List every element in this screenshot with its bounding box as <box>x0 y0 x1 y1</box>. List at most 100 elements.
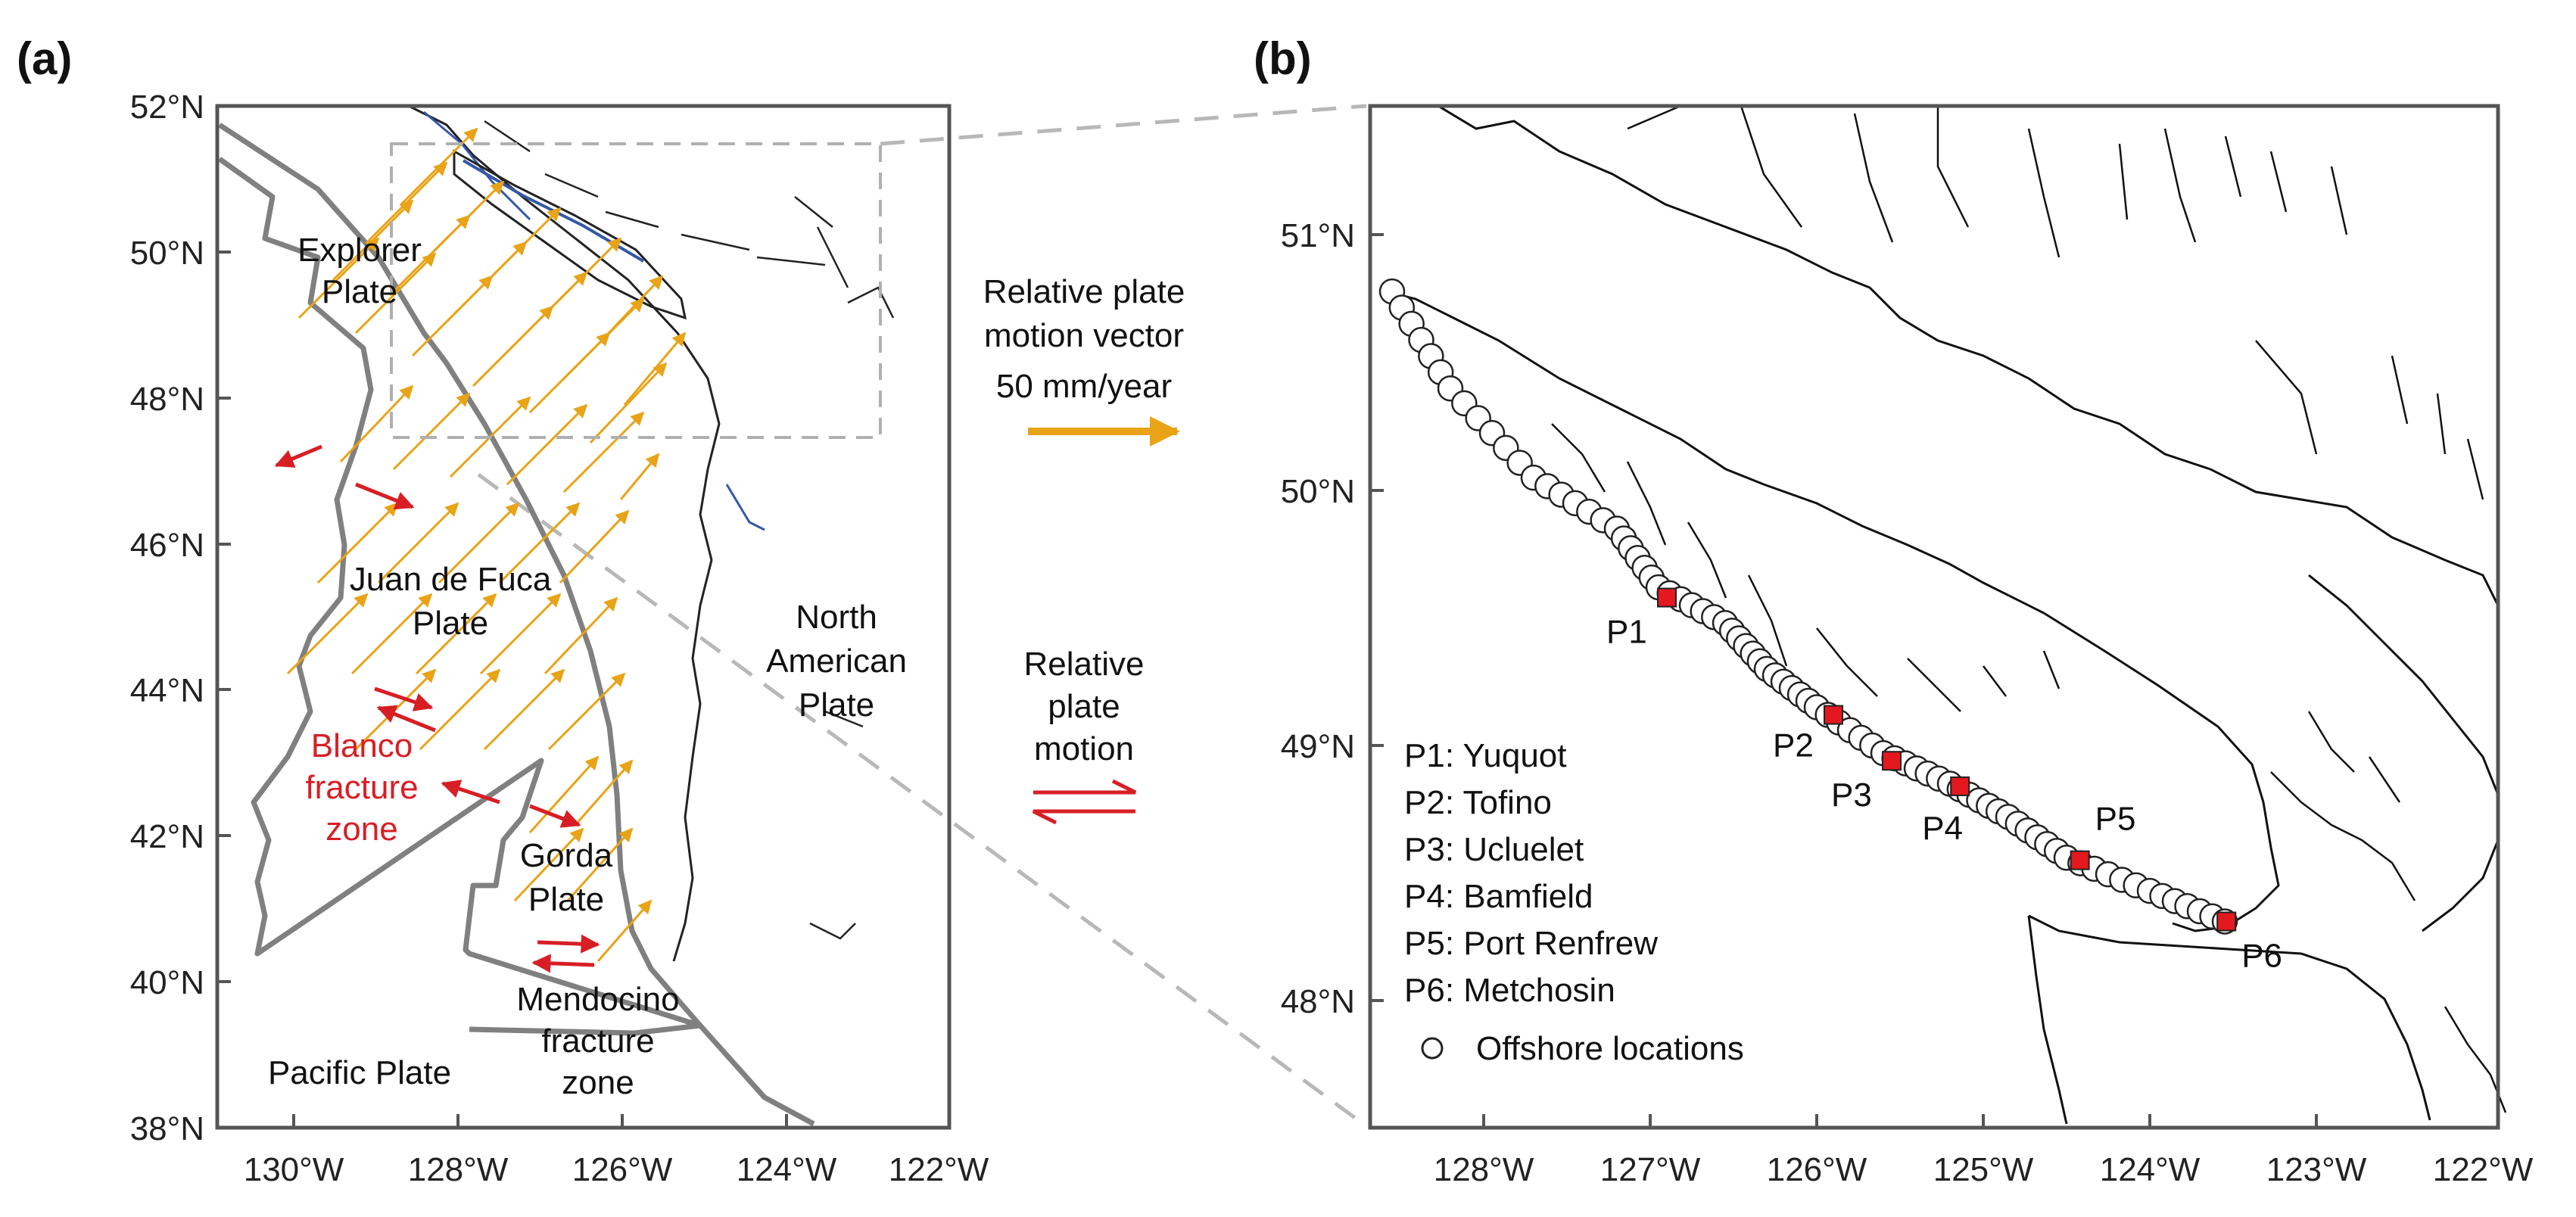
vector <box>438 502 520 584</box>
fracture-arrow <box>537 934 600 954</box>
subduction-zone <box>218 123 815 1127</box>
station-marker-p5 <box>2070 850 2090 870</box>
vancouver-island-north-coast <box>1385 290 2280 932</box>
legend-p2: P2: Tofino <box>1404 784 1552 821</box>
legend-p4: P4: Bamfield <box>1404 878 1593 915</box>
vector <box>623 331 687 406</box>
vector <box>350 593 433 675</box>
vector <box>506 403 588 486</box>
lon-tick-label: 130°W <box>244 1151 344 1188</box>
motion-title-2: plate <box>1048 688 1120 725</box>
label-mendocino-2: fracture <box>541 1022 654 1060</box>
station-label-p1: P1 <box>1606 614 1647 651</box>
lat-tick-label: 38°N <box>130 1110 204 1147</box>
fracture-arrow <box>274 444 322 468</box>
lon-tick-label: 124°W <box>2100 1151 2201 1188</box>
legend-p3: P3: Ucluelet <box>1404 831 1584 868</box>
inset-rectangle <box>390 142 882 439</box>
panel-label-b: (b) <box>1254 33 1312 84</box>
lon-tick-label: 128°W <box>1434 1151 1534 1188</box>
label-blanco-2: fracture <box>305 769 418 806</box>
vector-scale-label: 50 mm/year <box>996 368 1172 405</box>
station-label-p2: P2 <box>1773 727 1814 764</box>
fracture-arrow <box>376 705 436 733</box>
map-b-tickmarks <box>1370 233 2318 1128</box>
coast-wa-blue <box>725 484 765 531</box>
lat-tick-label: 44°N <box>130 672 204 709</box>
legend-p5: P5: Port Renfrew <box>1404 925 1658 962</box>
fracture-arrow <box>441 780 500 805</box>
label-pacific-plate: Pacific Plate <box>268 1054 451 1091</box>
station-label-p4: P4 <box>1922 810 1963 847</box>
fjords-a <box>484 120 849 288</box>
vector <box>479 207 562 289</box>
west-coast-inlets <box>1551 423 2060 712</box>
vector <box>559 509 630 584</box>
label-blanco-3: zone <box>326 811 397 848</box>
lat-tick-label: 50°N <box>1281 473 1355 510</box>
label-north-american-3: Plate <box>799 686 874 724</box>
legend-middle: Relative plate motion vector 50 mm/year … <box>983 273 1185 825</box>
lon-tick-label: 126°W <box>1767 1151 1867 1188</box>
legend-p6: P6: Metchosin <box>1404 972 1615 1009</box>
motion-title-3: motion <box>1034 730 1134 767</box>
lat-tick-label: 50°N <box>130 235 204 272</box>
label-explorer-plate-2: Plate <box>322 273 397 310</box>
motion-vectors <box>286 127 687 962</box>
offshore-points <box>1378 278 2238 935</box>
vector <box>619 453 660 500</box>
vector <box>589 362 668 444</box>
label-juan-de-fuca-1: Juan de Fuca <box>350 561 552 598</box>
panel-label-a: (a) <box>17 33 72 84</box>
olympic-peninsula-coast <box>2028 914 2431 1121</box>
vector-title-1: Relative plate <box>983 273 1185 310</box>
gulf-islands <box>2270 711 2416 901</box>
lon-tick-label: 128°W <box>408 1151 509 1188</box>
lat-tick-label: 48°N <box>130 381 204 418</box>
label-gorda-2: Plate <box>528 881 604 918</box>
legend-offshore: Offshore locations <box>1476 1030 1744 1067</box>
vector <box>528 755 600 834</box>
mainland-coast <box>1438 104 2500 606</box>
coastline-north-america <box>408 104 721 962</box>
coastline-bc-blue <box>423 110 531 221</box>
label-mendocino-1: Mendocino <box>516 981 679 1018</box>
lon-tick-label: 122°W <box>2433 1151 2534 1188</box>
lon-tick-label: 125°W <box>1933 1151 2034 1188</box>
vector <box>596 275 664 346</box>
lat-tick-label: 49°N <box>1281 728 1355 765</box>
zoom-line-bottom <box>477 472 1368 1128</box>
fracture-arrow <box>374 686 434 711</box>
lon-tick-label: 122°W <box>889 1151 989 1188</box>
station-marker-p1 <box>1657 587 1677 608</box>
lat-tick-label: 40°N <box>130 964 204 1001</box>
vector <box>419 668 501 751</box>
vector <box>392 392 471 471</box>
vector <box>286 593 369 675</box>
label-north-american-1: North <box>796 599 877 636</box>
lat-tick-label: 48°N <box>1281 983 1355 1020</box>
fracture-arrow <box>531 954 595 973</box>
vector <box>339 384 414 463</box>
station-label-p5: P5 <box>2095 801 2136 838</box>
lat-tick-label: 46°N <box>130 527 204 564</box>
lower-mainland-coast <box>2308 574 2500 932</box>
map-b: P1 P2 P3 P4 P5 P6 51°N 50°N 49°N 48°N 128°W 1… <box>1281 104 2534 1188</box>
vector <box>400 127 478 206</box>
vector <box>540 237 622 319</box>
fracture-arrow <box>529 804 581 828</box>
motion-title-1: Relative <box>1024 646 1145 683</box>
relative-motion-symbol <box>1032 779 1137 825</box>
map-a-tickmarks <box>217 251 788 1128</box>
washington-outer-coast <box>2027 915 2068 1125</box>
vector <box>377 502 459 584</box>
vector-title-2: motion vector <box>984 317 1184 354</box>
station-marker-p3 <box>1882 751 1902 771</box>
lon-tick-label: 127°W <box>1600 1151 1701 1188</box>
lon-tick-label: 124°W <box>737 1151 837 1188</box>
fracture-arrow <box>355 482 415 510</box>
stations: P1 P2 P3 P4 P5 P6 <box>1606 587 2282 975</box>
lat-tick-label: 51°N <box>1281 217 1355 254</box>
map-a: 52°N 50°N 48°N 46°N 44°N 42°N 40°N 38°N … <box>130 89 989 1188</box>
